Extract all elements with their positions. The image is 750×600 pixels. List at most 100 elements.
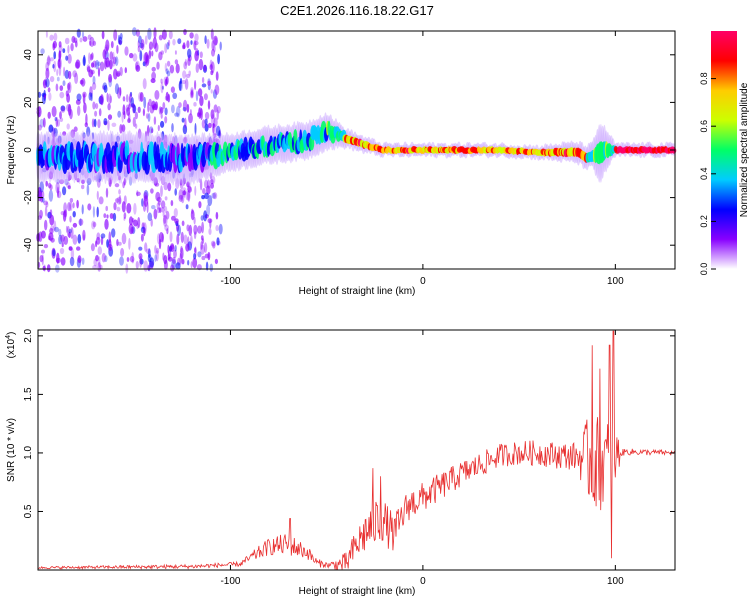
heatmap-cell [138,253,143,260]
heatmap-cell [199,51,203,59]
heatmap-cell [76,28,81,38]
heatmap-cell [164,78,168,87]
heatmap-cell [58,228,62,237]
heatmap-cell [131,259,134,264]
heatmap-cell [188,113,193,124]
heatmap-cell [152,103,158,111]
heatmap-cell [204,179,209,189]
heatmap-cell [68,231,71,238]
heatmap-cell [52,249,56,257]
heatmap-cell [174,245,177,252]
heatmap-cell [210,109,215,120]
heatmap-cell [52,40,57,49]
heatmap-cell [130,97,134,108]
heatmap-cell [150,218,153,227]
heatmap-cell [184,117,187,129]
heatmap-cell [197,88,203,97]
heatmap-cell [106,92,109,103]
heatmap-cell [213,44,216,53]
heatmap-cell [129,91,133,97]
heatmap-cell [145,54,150,66]
heatmap-cell [142,61,146,67]
heatmap-cell [135,261,139,269]
heatmap-cell [42,117,46,128]
heatmap-cell [95,103,99,109]
heatmap-cell [41,249,45,254]
heatmap-cell [82,229,86,241]
heatmap-cell [62,48,66,53]
heatmap-cell [147,265,151,272]
heatmap-cell [185,204,189,210]
heatmap-cell [183,234,188,245]
heatmap-cell [86,66,91,73]
heatmap-cell [201,77,205,84]
heatmap-cell [190,209,195,221]
heatmap-cell [190,89,194,98]
heatmap-cell [158,200,161,206]
heatmap-cell [66,182,71,188]
heatmap-cell [203,64,207,72]
spectrogram-heatmap [36,27,677,274]
heatmap-cell [182,99,188,112]
heatmap-cell [183,28,187,36]
heatmap-cell [118,36,123,46]
heatmap-cell [79,218,82,227]
heatmap-cell [213,104,218,113]
heatmap-cell [40,230,46,239]
heatmap-cell [165,68,169,75]
heatmap-cell [182,42,186,49]
heatmap-cell [74,61,80,69]
heatmap-cell [204,111,210,120]
heatmap-cell [46,264,51,273]
heatmap-cell [38,91,41,98]
heatmap-cell [43,94,47,99]
heatmap-cell [174,188,177,196]
heatmap-cell [145,113,149,119]
heatmap-cell [218,223,223,235]
heatmap-cell [133,219,138,227]
heatmap-cell [49,34,54,41]
heatmap-cell [98,196,104,205]
heatmap-cell [187,186,192,193]
heatmap-cell [159,207,162,214]
colorbar-tick-label: 0.0 [699,263,709,276]
heatmap-cell [98,256,101,268]
heatmap-cell [94,110,98,117]
heatmap-cell [114,83,120,95]
heatmap-cell [164,107,168,116]
heatmap-cell [162,252,165,261]
heatmap-cell [185,243,190,252]
heatmap-cell [42,79,48,89]
heatmap-cell [206,38,210,49]
heatmap-cell [165,210,170,220]
heatmap-band-cell [671,147,677,154]
heatmap-cell [184,78,189,90]
heatmap-cell [42,80,47,86]
heatmap-cell [117,87,122,99]
heatmap-cell [213,35,218,46]
heatmap-cell [118,40,122,45]
heatmap-cell [150,188,154,194]
heatmap-cell [92,75,96,85]
heatmap-cell [109,59,113,70]
heatmap-cell [185,73,191,79]
heatmap-cell [126,203,132,214]
heatmap-cell [160,107,164,114]
heatmap-cell [78,218,84,226]
heatmap-cell [178,189,184,200]
heatmap-cell [79,37,83,43]
heatmap-cell [149,257,155,268]
heatmap-cell [39,181,44,193]
heatmap-cell [206,179,211,189]
heatmap-cell [56,252,60,264]
heatmap-cell [107,243,113,251]
heatmap-cell [85,113,88,125]
heatmap-cell [142,108,145,117]
heatmap-cell [53,220,57,232]
top-y-axis-label: Frequency (Hz) [6,116,17,185]
heatmap-cell [135,64,141,72]
heatmap-cell [216,106,221,114]
y-tick-label: 20 [23,96,34,108]
heatmap-cell [39,255,44,263]
heatmap-cell [67,202,72,212]
